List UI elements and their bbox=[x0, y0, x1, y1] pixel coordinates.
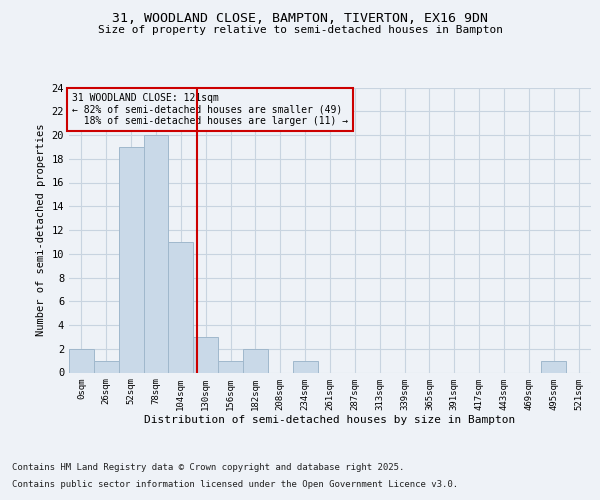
Bar bbox=[69, 349, 94, 372]
Bar bbox=[119, 147, 143, 372]
Bar bbox=[193, 337, 218, 372]
Bar bbox=[293, 360, 317, 372]
Bar bbox=[169, 242, 193, 372]
Text: 31 WOODLAND CLOSE: 121sqm
← 82% of semi-detached houses are smaller (49)
  18% o: 31 WOODLAND CLOSE: 121sqm ← 82% of semi-… bbox=[71, 93, 348, 126]
Text: Size of property relative to semi-detached houses in Bampton: Size of property relative to semi-detach… bbox=[97, 25, 503, 35]
Bar bbox=[94, 360, 119, 372]
Text: 31, WOODLAND CLOSE, BAMPTON, TIVERTON, EX16 9DN: 31, WOODLAND CLOSE, BAMPTON, TIVERTON, E… bbox=[112, 12, 488, 26]
X-axis label: Distribution of semi-detached houses by size in Bampton: Distribution of semi-detached houses by … bbox=[145, 415, 515, 425]
Text: Contains HM Land Registry data © Crown copyright and database right 2025.: Contains HM Land Registry data © Crown c… bbox=[12, 464, 404, 472]
Bar bbox=[143, 135, 169, 372]
Text: Contains public sector information licensed under the Open Government Licence v3: Contains public sector information licen… bbox=[12, 480, 458, 489]
Bar bbox=[541, 360, 566, 372]
Y-axis label: Number of semi-detached properties: Number of semi-detached properties bbox=[36, 124, 46, 336]
Bar bbox=[218, 360, 243, 372]
Bar bbox=[243, 349, 268, 372]
